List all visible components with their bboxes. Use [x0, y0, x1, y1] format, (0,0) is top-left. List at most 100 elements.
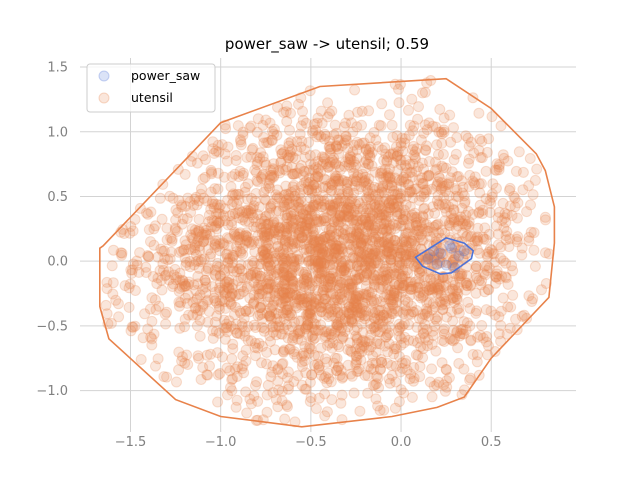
utensil-point [301, 300, 313, 312]
utensil-point [240, 305, 252, 317]
utensil-point [358, 340, 370, 352]
utensil-point [367, 209, 378, 220]
utensil-point [307, 226, 319, 238]
utensil-point [272, 364, 284, 376]
utensil-point [237, 243, 249, 255]
utensil-point [289, 316, 300, 328]
utensil-point [278, 146, 290, 158]
utensil-point [385, 148, 397, 160]
utensil-point [453, 307, 465, 319]
utensil-point [314, 234, 326, 246]
utensil-point [362, 243, 374, 255]
utensil-point [323, 248, 335, 260]
utensil-point [433, 170, 445, 182]
utensil-point [267, 171, 279, 183]
utensil-point [393, 97, 405, 109]
utensil-point [351, 266, 362, 278]
utensil-point [294, 254, 306, 266]
utensil-point [317, 182, 329, 193]
utensil-point [261, 389, 273, 401]
utensil-point [381, 312, 392, 324]
utensil-point [341, 135, 353, 147]
utensil-point [412, 282, 424, 294]
utensil-point [285, 223, 296, 235]
utensil-point [478, 268, 490, 280]
utensil-point [400, 190, 412, 202]
utensil-point [355, 238, 367, 250]
utensil-point [366, 147, 378, 158]
utensil-point [495, 241, 507, 253]
utensil-point [517, 166, 529, 178]
utensil-point [380, 323, 392, 335]
y-tick-label: −0.5 [36, 319, 68, 334]
utensil-point [387, 148, 399, 160]
utensil-point [206, 198, 218, 210]
utensil-point [171, 376, 182, 388]
utensil-point [233, 231, 245, 243]
utensil-point [271, 193, 283, 205]
utensil-point [200, 281, 212, 293]
utensil-point [351, 260, 363, 272]
utensil-point [219, 296, 231, 308]
utensil-point [426, 363, 438, 375]
utensil-point [370, 233, 382, 245]
utensil-point [279, 209, 291, 221]
utensil-point [244, 122, 256, 134]
utensil-point [324, 108, 335, 120]
utensil-point [233, 212, 245, 224]
utensil-point [353, 348, 365, 360]
utensil-point [358, 233, 370, 245]
utensil-point [193, 262, 205, 274]
utensil-point [438, 112, 450, 124]
utensil-point [502, 278, 514, 290]
utensil-point [311, 245, 323, 257]
utensil-point [321, 406, 333, 418]
utensil-point [446, 259, 458, 271]
utensil-point [363, 105, 375, 117]
utensil-point [480, 193, 492, 205]
utensil-point [315, 256, 327, 267]
utensil-point [402, 179, 414, 191]
utensil-point [350, 359, 362, 370]
utensil-point [273, 192, 285, 204]
utensil-point [259, 156, 271, 168]
utensil-point [305, 294, 317, 305]
utensil-point [395, 208, 407, 219]
utensil-point [351, 350, 363, 362]
utensil-point [106, 260, 118, 272]
utensil-point [381, 273, 393, 285]
utensil-point [226, 216, 238, 227]
utensil-point [235, 307, 247, 319]
y-tick-label: 1.5 [47, 61, 68, 76]
utensil-point [346, 306, 358, 318]
utensil-point [423, 222, 435, 234]
utensil-point [289, 185, 301, 196]
utensil-point [393, 318, 405, 330]
utensil-point [301, 278, 313, 290]
utensil-point [135, 354, 147, 365]
utensil-point [306, 331, 318, 343]
utensil-point [226, 288, 238, 300]
utensil-point [176, 201, 188, 213]
utensil-point [146, 292, 158, 304]
utensil-point [267, 326, 279, 338]
utensil-point [365, 341, 377, 353]
utensil-point [447, 292, 459, 304]
utensil-point [327, 273, 339, 285]
utensil-point [385, 296, 397, 308]
utensil-point [291, 145, 303, 157]
utensil-point [242, 231, 254, 243]
utensil-point [356, 137, 368, 149]
utensil-point [332, 362, 344, 373]
utensil-point [325, 178, 337, 189]
utensil-point [404, 373, 416, 385]
utensil-point [389, 402, 401, 414]
utensil-point [230, 155, 242, 166]
utensil-point [482, 283, 494, 295]
utensil-point [405, 237, 417, 249]
utensil-point [491, 265, 503, 277]
utensil-point [288, 190, 300, 202]
utensil-point [369, 307, 381, 319]
utensil-point [431, 163, 443, 175]
utensil-point [361, 177, 372, 189]
